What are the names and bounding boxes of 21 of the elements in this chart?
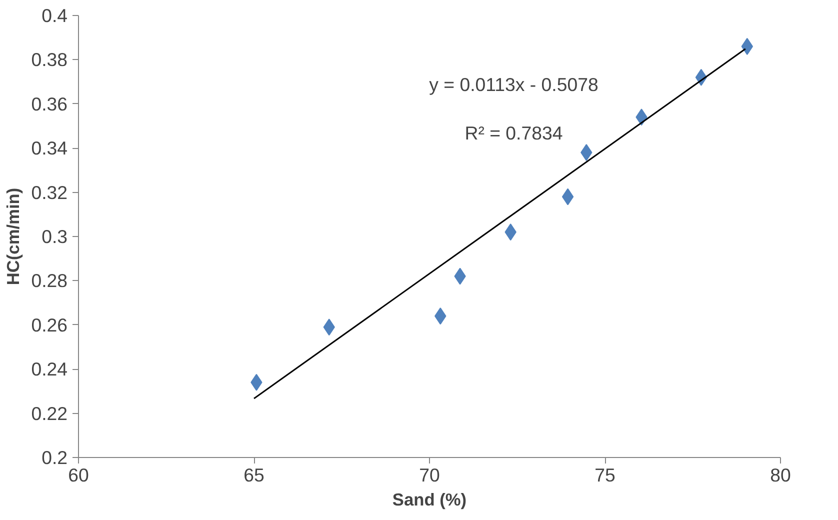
- x-tick-label: 65: [244, 464, 264, 486]
- y-axis-title: HC(cm/min): [3, 188, 24, 286]
- x-tick-label: 80: [770, 464, 791, 486]
- annotation: R² = 0.7834: [464, 122, 563, 144]
- x-axis-title: Sand (%): [392, 490, 467, 510]
- x-tick-label: 70: [419, 464, 440, 486]
- point: [562, 188, 574, 206]
- y-tick-label: 0.26: [31, 314, 68, 336]
- y-tick-label: 0.28: [31, 270, 68, 292]
- annotation: y = 0.0113x - 0.5078: [429, 74, 598, 96]
- y-tick-label: 0.22: [31, 402, 68, 424]
- y-tick-label: 0.38: [31, 49, 68, 70]
- y-tick-label: 0.36: [31, 93, 68, 114]
- y-tick-label: 0.4: [42, 5, 68, 26]
- x-tick-label: 60: [68, 464, 89, 486]
- y-tick-label: 0.32: [31, 182, 68, 203]
- y-tick-label: 0.24: [31, 358, 68, 380]
- x-tick-label: 75: [594, 464, 616, 486]
- y-tick-label: 0.2: [42, 447, 68, 468]
- y-tick-label: 0.34: [31, 138, 68, 159]
- y-tick-label: 0.3: [42, 226, 68, 247]
